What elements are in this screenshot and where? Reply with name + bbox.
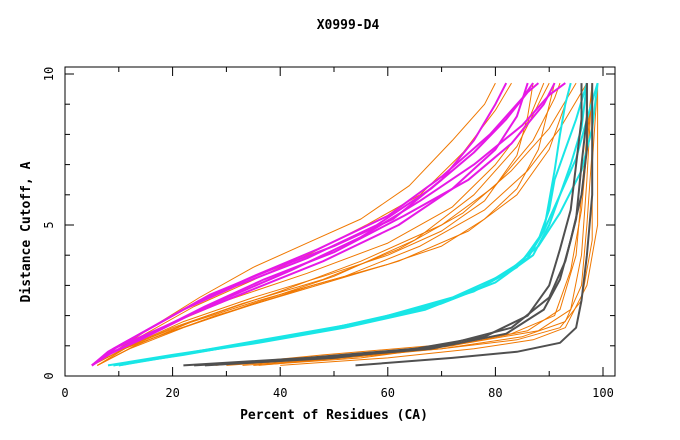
series-line-c3 — [118, 82, 588, 367]
series-line-o16 — [258, 83, 593, 366]
series-line-o15 — [280, 83, 599, 366]
series-line-o12 — [215, 83, 593, 366]
x-tick-label: 60 — [381, 386, 395, 400]
series-line-m6 — [91, 82, 566, 367]
y-tick-label: 0 — [42, 372, 56, 379]
series-line-g4 — [204, 83, 588, 367]
y-tick-label: 5 — [42, 221, 56, 228]
x-tick-label: 40 — [273, 386, 287, 400]
y-tick-labels: 0 5 10 — [42, 67, 56, 380]
series-line-m4 — [91, 82, 508, 367]
series-line-m5 — [91, 82, 556, 367]
x-tick-label: 20 — [165, 386, 179, 400]
series-line-o9 — [97, 83, 534, 366]
series-line-c2 — [113, 82, 572, 367]
series-layer — [91, 82, 599, 367]
x-tick-label: 100 — [592, 386, 614, 400]
chart-title: X0999-D4 — [317, 18, 380, 33]
x-tick-label: 0 — [61, 386, 68, 400]
x-axis-label: Percent of Residues (CA) — [240, 408, 428, 423]
series-line-g3 — [355, 83, 594, 367]
axis-ticks — [64, 67, 615, 377]
series-line-g1 — [183, 83, 583, 367]
series-line-o8 — [91, 82, 512, 366]
x-tick-labels: 0 20 40 60 80 100 — [61, 386, 613, 400]
plot-area-frame — [64, 66, 616, 377]
y-axis-label: Distance Cutoff, A — [19, 161, 34, 302]
y-tick-label: 10 — [42, 67, 56, 81]
series-line-o13 — [253, 83, 593, 366]
series-line-o6 — [91, 82, 588, 366]
x-tick-label: 80 — [488, 386, 502, 400]
series-line-o3 — [97, 82, 561, 366]
series-line-o10 — [91, 82, 556, 366]
